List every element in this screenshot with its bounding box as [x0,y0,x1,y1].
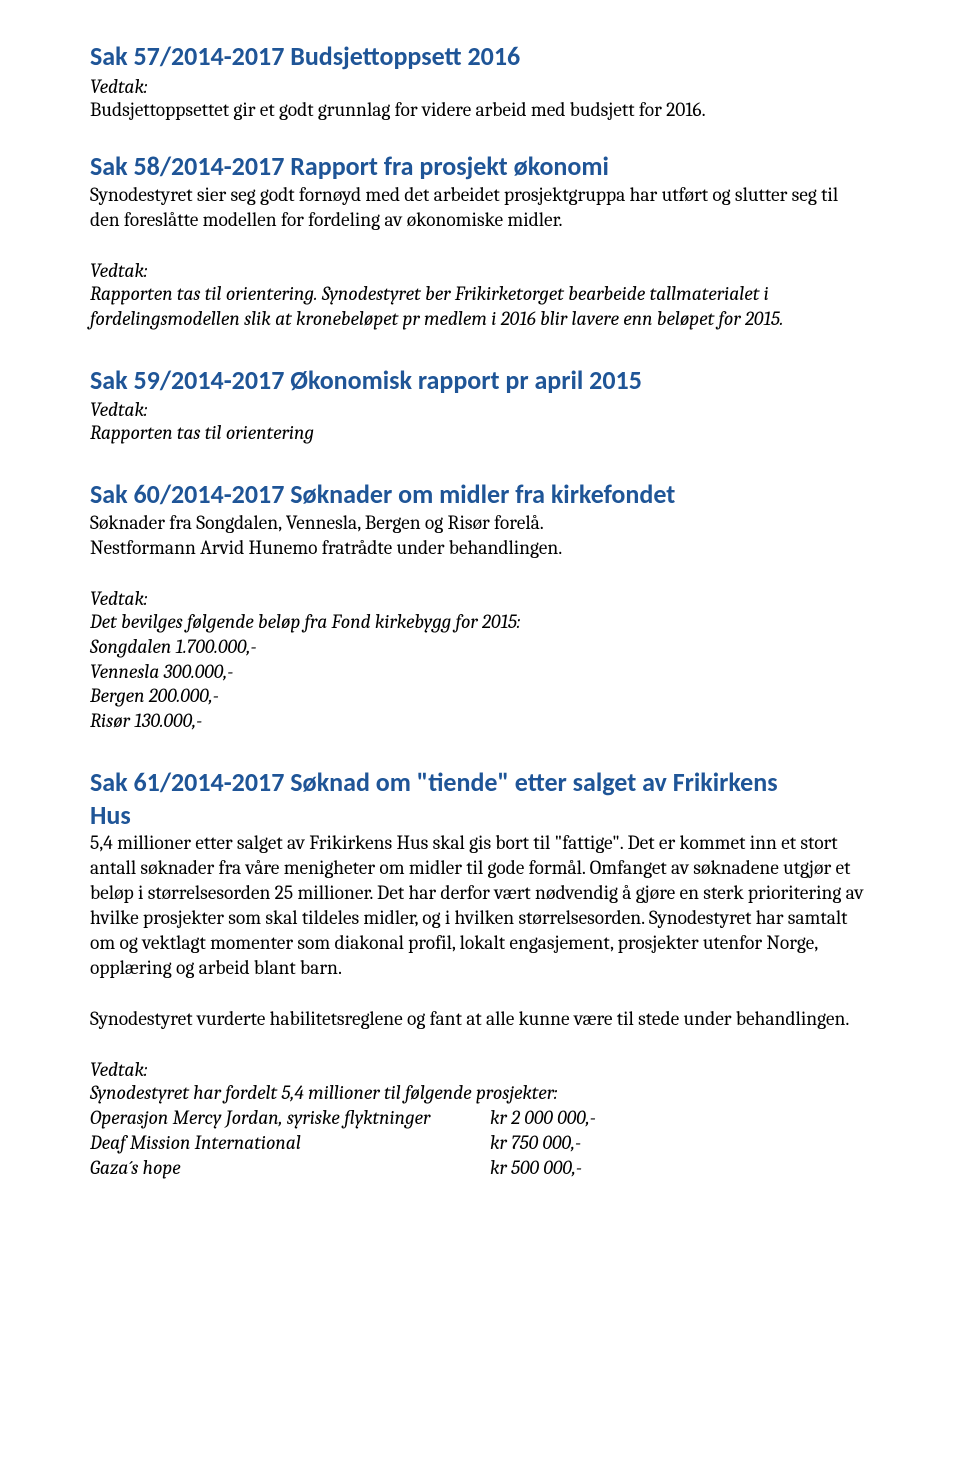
heading-sak61-line1: Sak 61/2014-2017 Søknad om "tiende" ette… [90,766,778,798]
alloc-amount-2: kr 500 000,- [490,1156,582,1181]
heading-sak61-line2: Hus [90,799,870,832]
habil-sak61: Synodestyret vurderte habilitetsreglene … [90,1007,870,1032]
vedtak-body-sak59: Rapporten tas til orientering [90,421,870,446]
body-sak57: Budsjettoppsettet gir et godt grunnlag f… [90,98,870,123]
alloc-row-1: Deaf Mission International kr 750 000,- [90,1131,870,1156]
vedtak-label-sak58: Vedtak: [90,259,870,282]
vedtak-label-sak61: Vedtak: [90,1058,870,1081]
heading-sak61: Sak 61/2014-2017 Søknad om "tiende" ette… [90,766,870,831]
sak60-item-0: Songdalen 1.700.000,- [90,635,870,660]
heading-sak60: Sak 60/2014-2017 Søknader om midler fra … [90,478,870,511]
alloc-row-0: Operasjon Mercy Jordan, syriske flyktnin… [90,1106,870,1131]
intro2-sak60: Nestformann Arvid Hunemo fratrådte under… [90,536,870,561]
document-page: Sak 57/2014-2017 Budsjettoppsett 2016 Ve… [0,0,960,1464]
alloc-row-2: Gaza´s hope kr 500 000,- [90,1156,870,1181]
vedtak-label-sak57: Vedtak: [90,75,870,98]
alloc-amount-0: kr 2 000 000,- [490,1106,596,1131]
vedtak-lead-sak60: Det bevilges følgende beløp fra Fond kir… [90,610,870,635]
intro-sak58: Synodestyret sier seg godt fornøyd med d… [90,183,870,233]
sak60-item-2: Bergen 200.000,- [90,684,870,709]
heading-sak57: Sak 57/2014-2017 Budsjettoppsett 2016 [90,40,870,73]
section-sak61: Sak 61/2014-2017 Søknad om "tiende" ette… [90,766,870,1180]
section-sak59: Sak 59/2014-2017 Økonomisk rapport pr ap… [90,364,870,446]
alloc-name-0: Operasjon Mercy Jordan, syriske flyktnin… [90,1106,490,1131]
section-sak57: Sak 57/2014-2017 Budsjettoppsett 2016 Ve… [90,40,870,122]
heading-sak59: Sak 59/2014-2017 Økonomisk rapport pr ap… [90,364,870,397]
vedtak-block-sak58: Vedtak: Rapporten tas til orientering. S… [90,259,870,332]
vedtak-label-sak59: Vedtak: [90,398,870,421]
sak60-item-3: Risør 130.000,- [90,709,870,734]
body-sak61: 5,4 millioner etter salget av Frikirkens… [90,831,870,981]
vedtak-block-sak60: Vedtak: Det bevilges følgende beløp fra … [90,587,870,735]
alloc-amount-1: kr 750 000,- [490,1131,581,1156]
section-sak58: Sak 58/2014-2017 Rapport fra prosjekt øk… [90,150,870,331]
section-sak60: Sak 60/2014-2017 Søknader om midler fra … [90,478,870,734]
alloc-name-1: Deaf Mission International [90,1131,490,1156]
heading-sak58: Sak 58/2014-2017 Rapport fra prosjekt øk… [90,150,870,183]
alloc-name-2: Gaza´s hope [90,1156,490,1181]
vedtak-label-sak60: Vedtak: [90,587,870,610]
vedtak-lead-sak61: Synodestyret har fordelt 5,4 millioner t… [90,1081,870,1106]
intro1-sak60: Søknader fra Songdalen, Vennesla, Bergen… [90,511,870,536]
vedtak-body-sak58: Rapporten tas til orientering. Synodesty… [90,282,870,332]
sak60-item-1: Vennesla 300.000,- [90,660,870,685]
vedtak-block-sak61: Vedtak: Synodestyret har fordelt 5,4 mil… [90,1058,870,1181]
